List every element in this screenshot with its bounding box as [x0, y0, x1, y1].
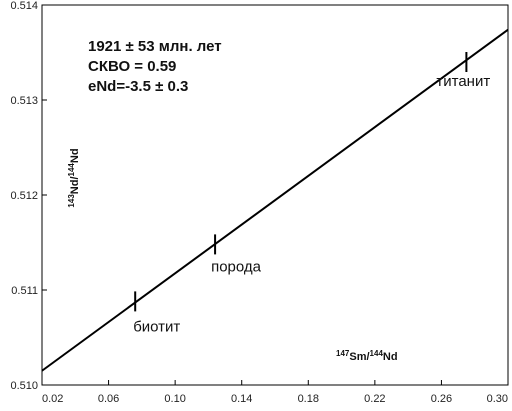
y-axis-ticks: 0.510 0.511 0.512 0.513 0.514	[10, 0, 47, 392]
y-axis-title: 143Nd/144Nd	[67, 148, 81, 207]
x-tick-label: 0.26	[431, 393, 452, 405]
x-tick-label: 0.10	[164, 393, 185, 405]
annotation-age: 1921 ± 53 млн. лет	[88, 38, 222, 55]
annotation-eNd: eNd=-3.5 ± 0.3	[88, 78, 188, 95]
x-tick-label: 0.18	[298, 393, 319, 405]
x-tick-label: 0.30	[487, 393, 508, 405]
x-tick-label: 0.22	[364, 393, 385, 405]
data-point-label: порода	[211, 258, 262, 275]
data-points: биотит порода титанит	[133, 52, 490, 335]
x-tick-label: 0.02	[42, 393, 63, 405]
annotation-mswd: СКВО = 0.59	[88, 58, 176, 75]
isochron-line	[41, 28, 509, 372]
x-tick-label: 0.14	[231, 393, 252, 405]
y-tick-label: 0.513	[10, 95, 38, 107]
x-axis-ticks: 0.02 0.06 0.10 0.14 0.18 0.22 0.26 0.30	[41, 380, 509, 405]
y-tick-label: 0.510	[10, 380, 38, 392]
x-tick-label: 0.06	[98, 393, 119, 405]
y-tick-label: 0.511	[11, 285, 38, 297]
y-tick-label: 0.514	[10, 0, 38, 12]
data-point-label: титанит	[436, 73, 490, 90]
data-point-label: биотит	[133, 318, 180, 335]
x-axis-title: 147Sm/144Nd	[336, 349, 398, 363]
y-tick-label: 0.512	[10, 190, 38, 202]
